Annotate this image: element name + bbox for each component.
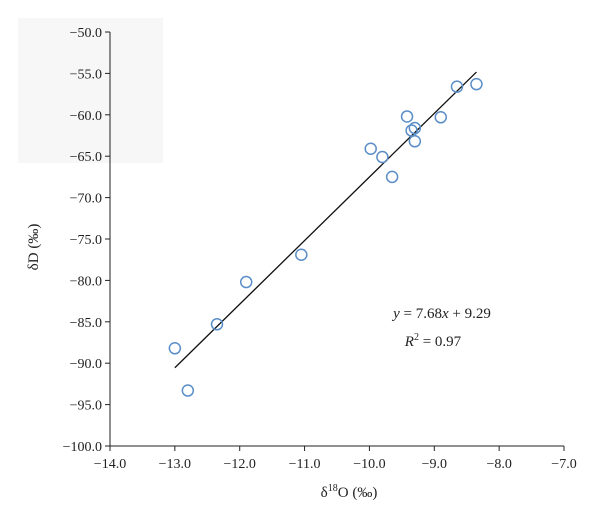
x-tick-label: −8.0 — [486, 457, 511, 472]
trendline — [174, 71, 477, 369]
trendline-group — [174, 71, 477, 369]
data-point — [405, 124, 418, 137]
data-point — [408, 121, 422, 135]
data-point — [450, 80, 464, 93]
y-tick-label: −80.0 — [70, 274, 102, 289]
y-tick-label: −100.0 — [63, 440, 102, 455]
x-tick-label: −11.0 — [289, 457, 321, 472]
data-point — [295, 248, 308, 261]
data-points — [168, 77, 483, 397]
x-tick-label: −10.0 — [353, 457, 385, 472]
regression-equation: y = 7.68x + 9.29 — [391, 306, 491, 322]
data-point — [385, 170, 399, 184]
x-axis-label: δ18O (‰) — [321, 483, 378, 501]
y-tick-label: −60.0 — [70, 109, 102, 124]
data-point — [239, 275, 253, 289]
axis-labels: δ18O (‰) δD (‰) — [26, 224, 377, 501]
y-tick-label: −50.0 — [70, 26, 102, 41]
data-point — [376, 150, 389, 164]
y-axis-label: δD (‰) — [26, 224, 42, 271]
data-point — [400, 110, 414, 123]
r-squared: R2 = 0.97 — [404, 332, 462, 350]
x-tick-label: −7.0 — [551, 457, 576, 472]
x-tick-label: −14.0 — [94, 457, 126, 472]
axes: −100.0 −95.0 −90.0 −85.0 −80.0 −75.0 −70.0 −65.… — [63, 26, 577, 472]
background-panel — [18, 18, 163, 163]
data-point — [364, 142, 377, 155]
y-tick-label: −70.0 — [70, 192, 102, 207]
data-point — [210, 318, 224, 331]
regression-annotation: y = 7.68x + 9.29 R2 = 0.97 — [391, 306, 491, 350]
x-tick-label: −9.0 — [422, 457, 447, 472]
data-point — [434, 111, 448, 124]
data-point — [470, 77, 483, 91]
y-tick-label: −65.0 — [70, 150, 102, 165]
data-point — [181, 384, 195, 397]
y-tick-label: −95.0 — [70, 399, 102, 414]
data-point — [408, 135, 422, 148]
y-tick-label: −90.0 — [70, 357, 102, 372]
y-tick-label: −85.0 — [70, 316, 102, 331]
y-tick-label: −75.0 — [70, 233, 102, 248]
y-tick-label: −55.0 — [70, 67, 102, 82]
x-tick-label: −12.0 — [224, 457, 256, 472]
x-tick-label: −13.0 — [159, 457, 191, 472]
data-point — [168, 342, 182, 355]
